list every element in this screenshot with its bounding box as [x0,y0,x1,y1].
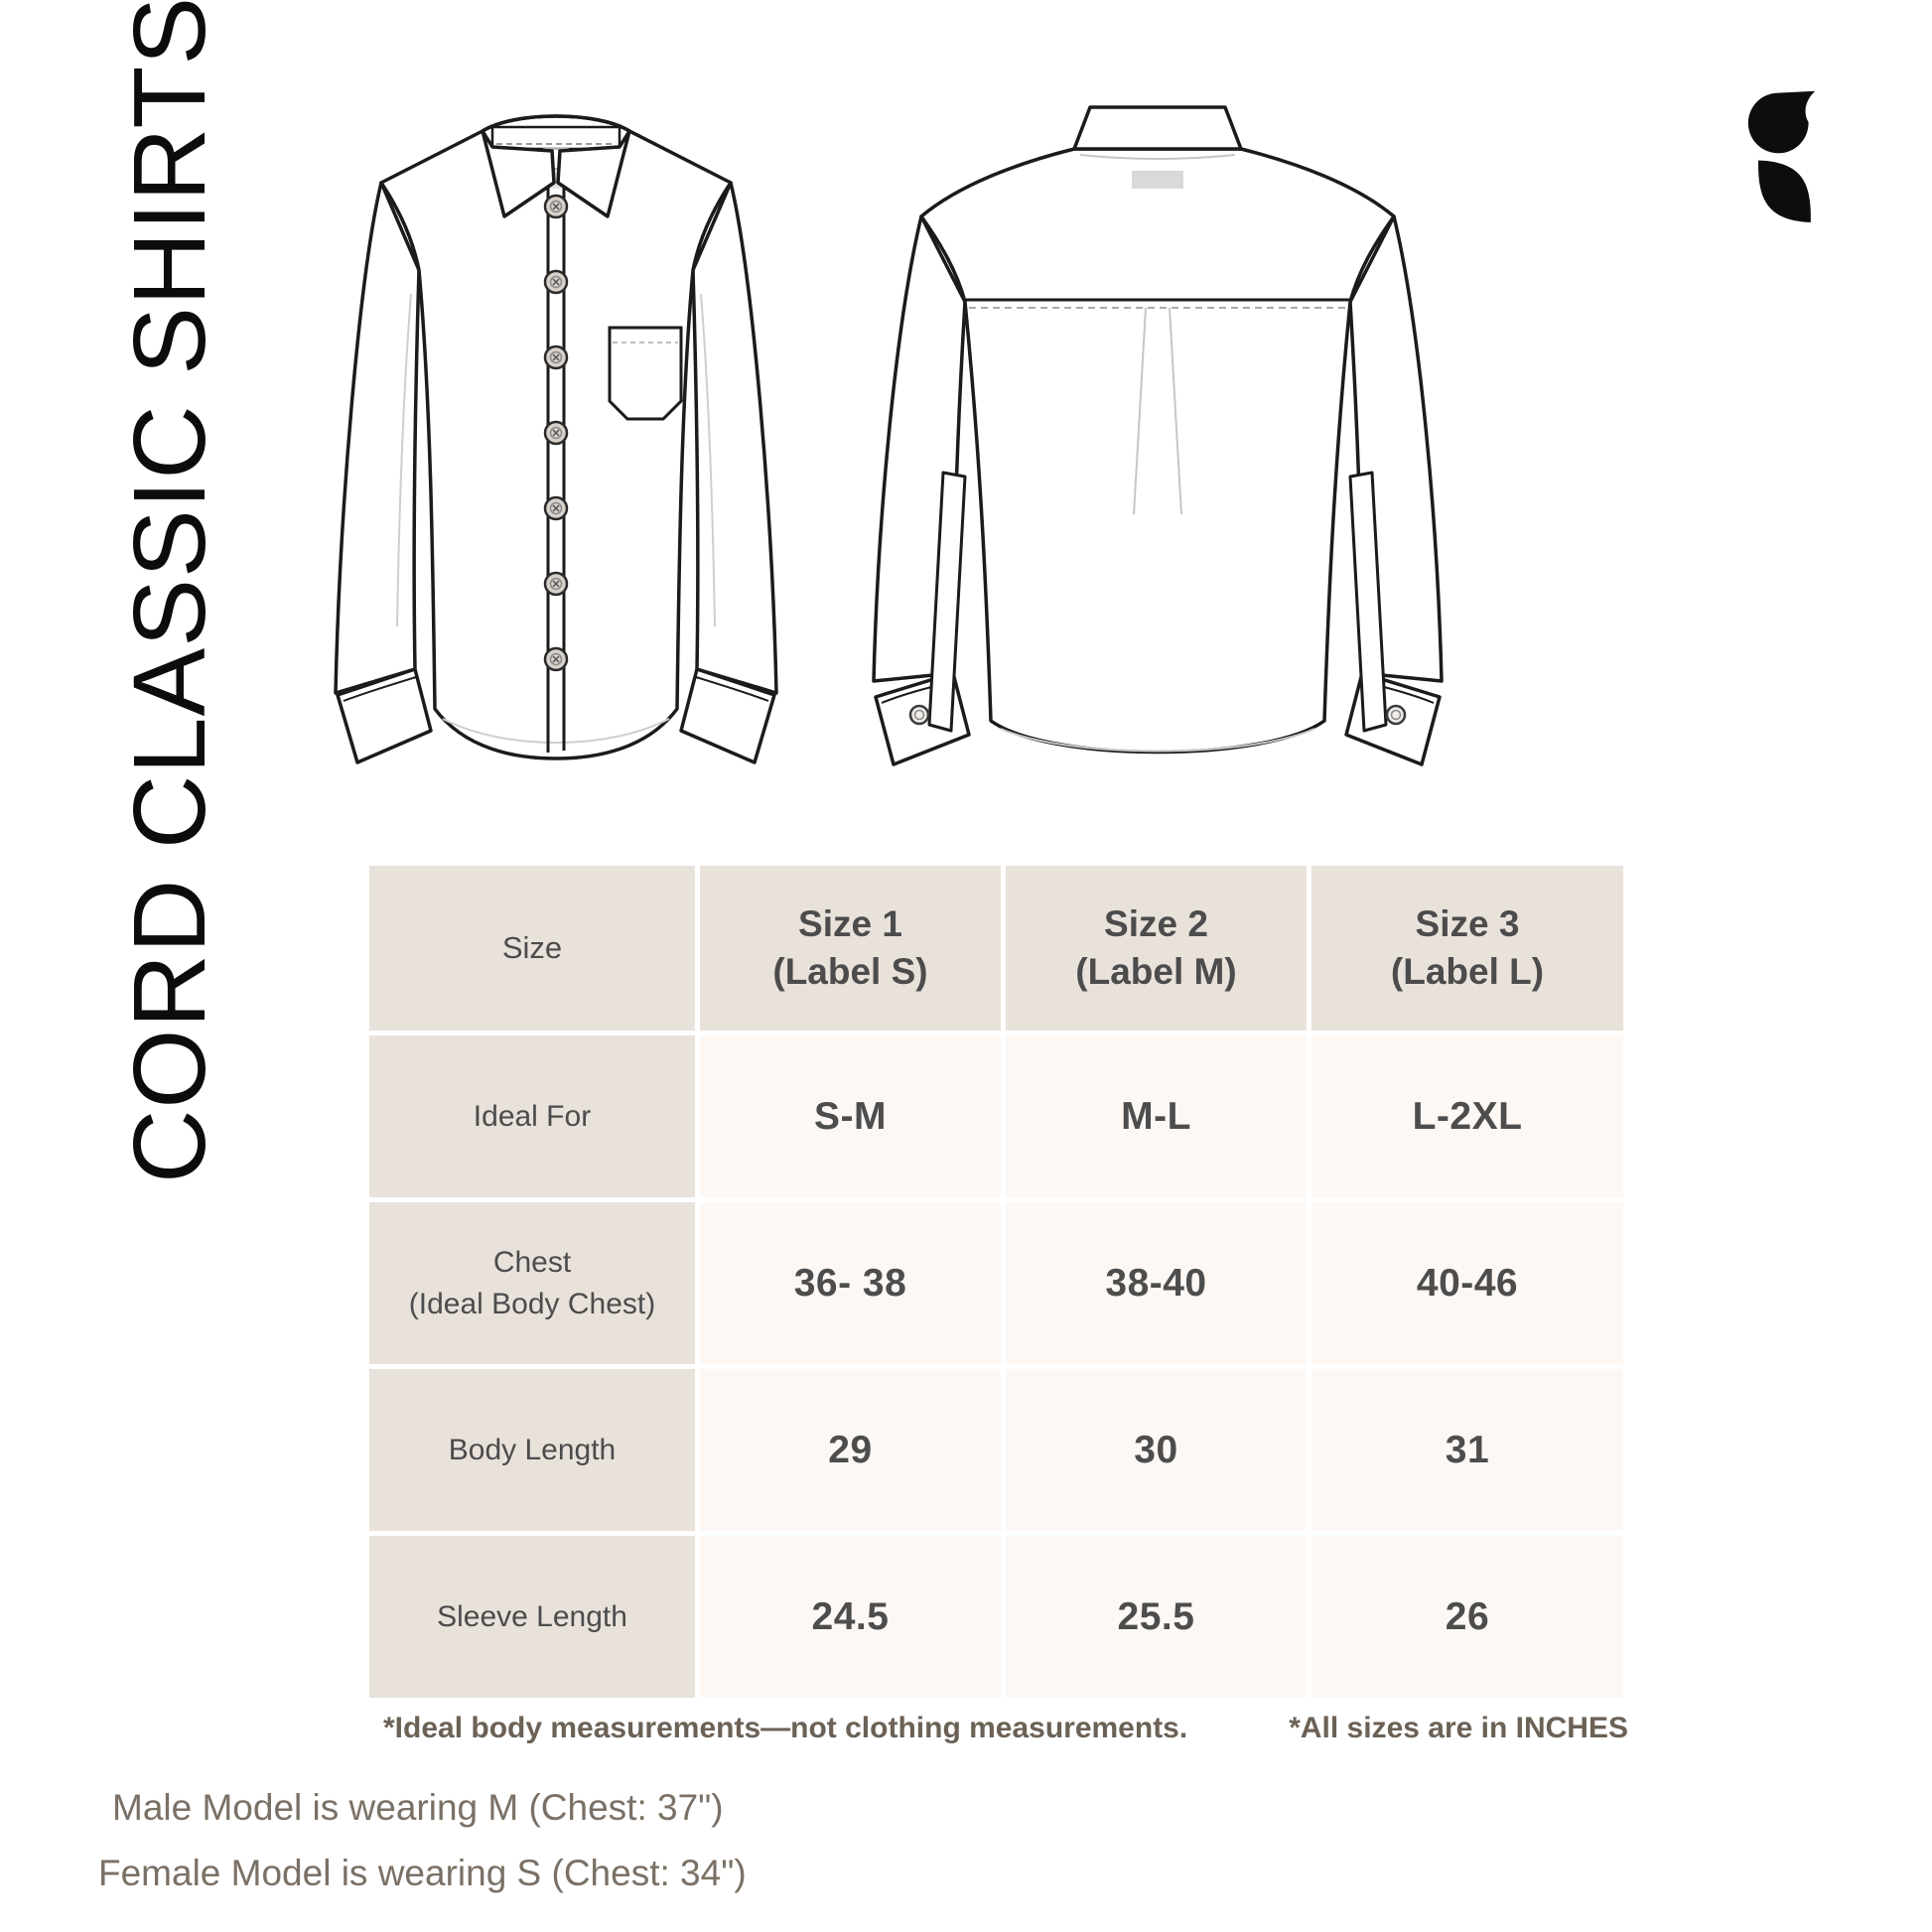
page-title: CORD CLASSIC SHIRTS [112,0,226,1183]
value-cell: 30 [1006,1369,1307,1531]
shirt-back-lines [872,105,1444,766]
back-yoke [963,298,1352,309]
row-label-body-length: Body Length [369,1369,695,1531]
back-collar [1072,105,1243,151]
value-cell: 36- 38 [700,1202,1001,1364]
value-cell: 31 [1311,1369,1623,1531]
back-soft-lines [1000,154,1315,753]
value-cell: S-M [700,1035,1001,1197]
back-neck-label [1132,171,1183,189]
value-cell: 40-46 [1311,1202,1623,1364]
front-right-cuff [679,667,776,764]
table-corner-cell: Size [369,866,695,1031]
male-model-note: Male Model is wearing M (Chest: 37") [112,1787,724,1828]
value-cell: M-L [1006,1035,1307,1197]
front-collar [481,114,631,218]
value-cell: 25.5 [1006,1536,1307,1698]
front-left-cuff [336,667,433,764]
front-soft-lines [396,293,716,744]
header-cell-size2: Size 2 (Label M) [1006,866,1307,1031]
size-chart-table: Size Size 1 (Label S) Size 2 (Label M) S… [369,866,1623,1698]
value-cell: L-2XL [1311,1035,1623,1197]
front-buttons [543,194,569,672]
row-label-sleeve-length: Sleeve Length [369,1536,695,1698]
row-label-chest: Chest (Ideal Body Chest) [369,1202,695,1364]
female-model-note: Female Model is wearing S (Chest: 34") [98,1853,747,1893]
value-cell: 29 [700,1369,1001,1531]
shirt-back-illustration [872,105,1444,766]
row-label-ideal-for: Ideal For [369,1035,695,1197]
header-cell-size1: Size 1 (Label S) [700,866,1001,1031]
corner-label: Size [501,930,563,965]
back-cuff-buttons [908,704,1407,726]
value-cell: 26 [1311,1536,1623,1698]
footnote-units: *All sizes are in INCHES [1289,1712,1628,1744]
chest-pocket [608,326,683,421]
value-cell: 38-40 [1006,1202,1307,1364]
shirt-front-illustration [334,114,778,764]
footnotes: *Ideal body measurements—not clothing me… [369,1712,1628,1745]
header-cell-size3: Size 3 (Label L) [1311,866,1623,1031]
value-cell: 24.5 [700,1536,1001,1698]
sleeve-plackets [927,471,1388,733]
footnote-measurements: *Ideal body measurements—not clothing me… [383,1712,1188,1744]
brand-logo-icon [1747,90,1816,222]
